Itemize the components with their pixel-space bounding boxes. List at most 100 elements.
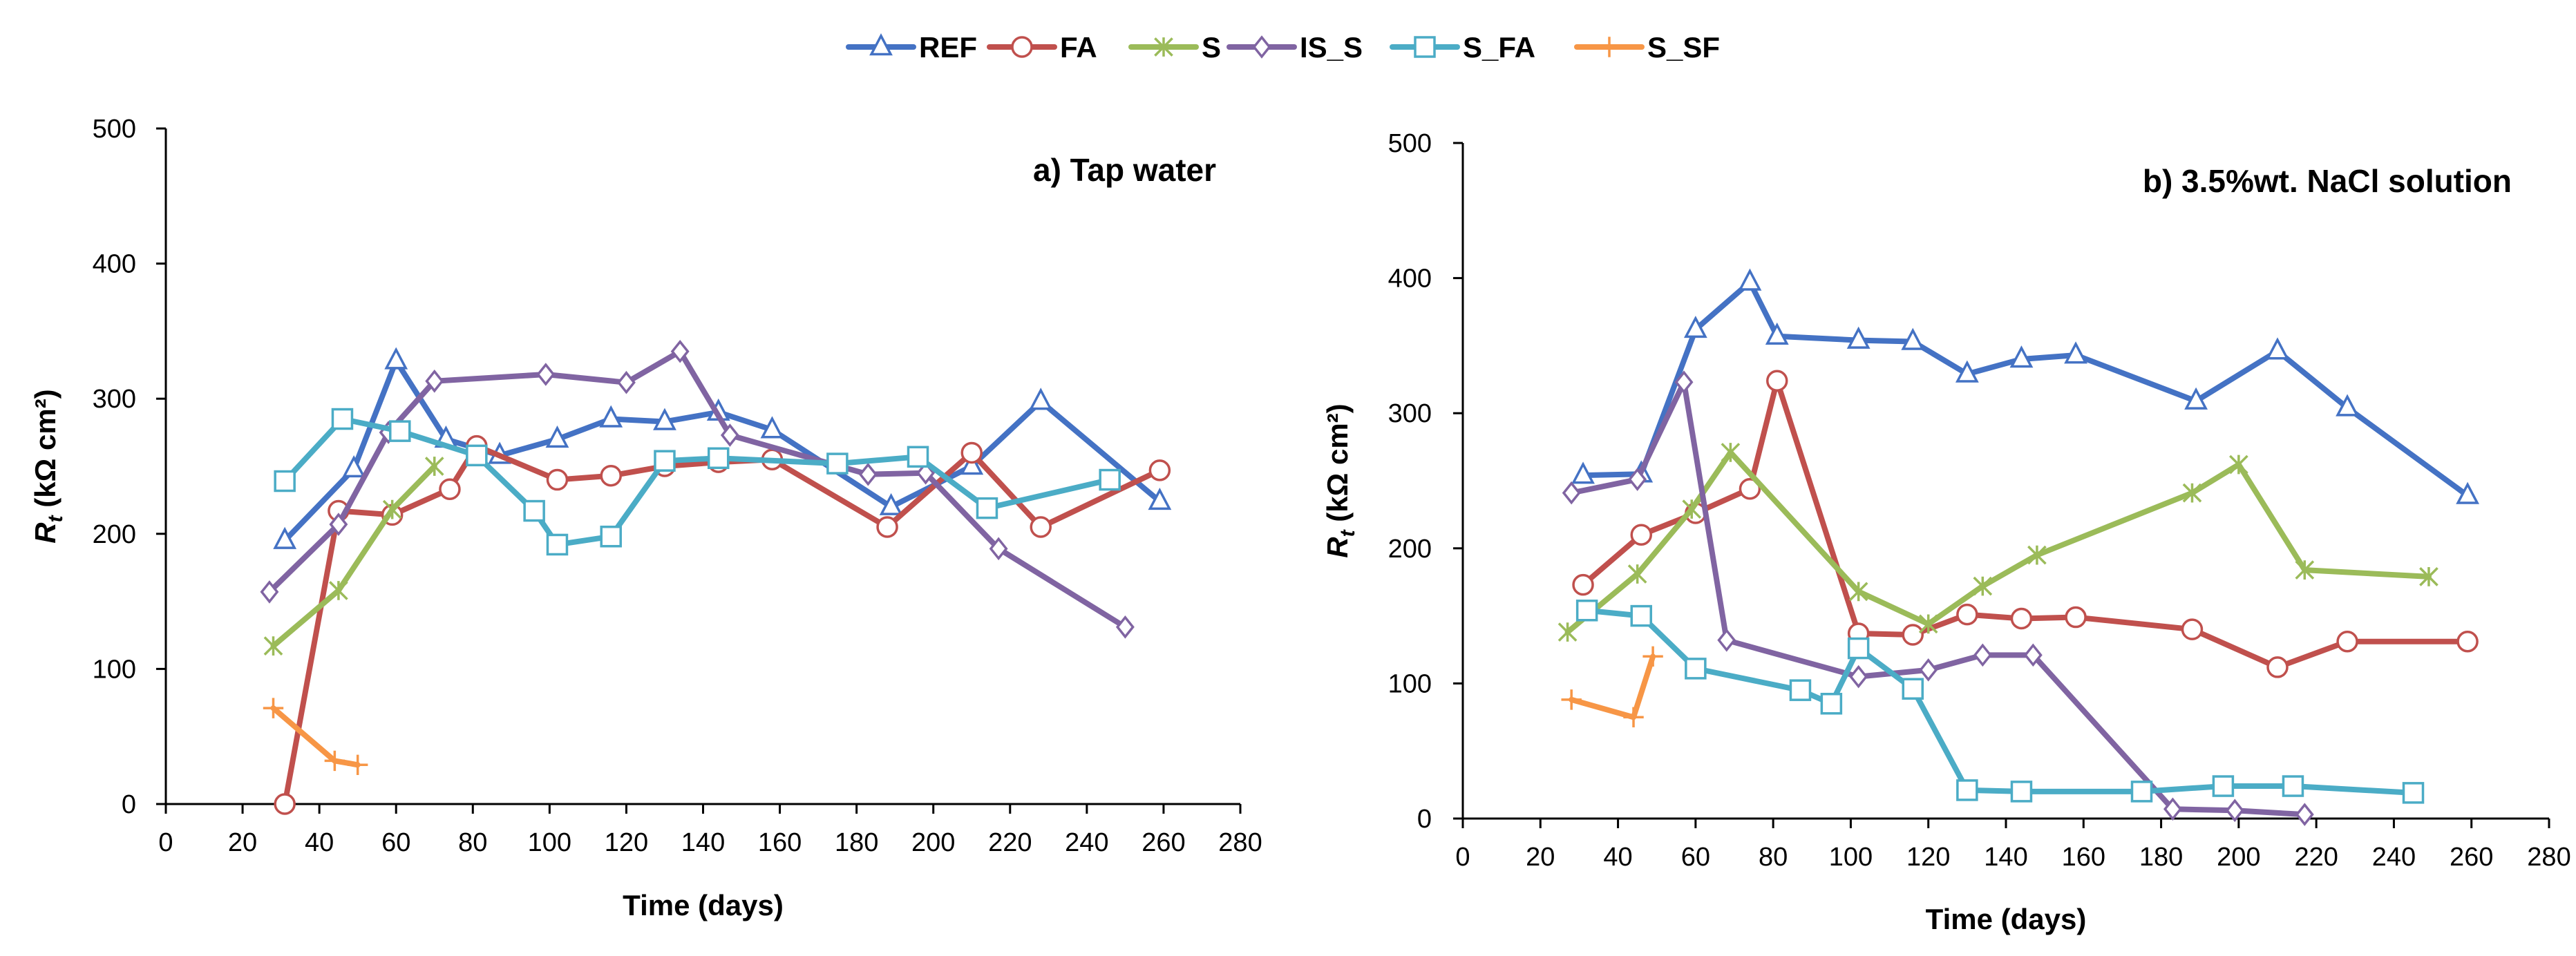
series-s-sf: [1561, 646, 1663, 727]
data-point: [546, 533, 569, 556]
data-point: [466, 444, 488, 467]
data-point: [1919, 658, 1938, 682]
chart-tap-water: 0 100 200 300 400 500 0 20 40 60 80 100 120 140 160 180…: [29, 115, 1262, 921]
data-point: [329, 513, 348, 536]
data-point: [1902, 678, 1924, 700]
y-tick-label: 300: [93, 385, 136, 414]
data-point: [707, 447, 730, 470]
data-point: [1956, 779, 1978, 801]
legend-item-ref: REF: [846, 31, 977, 64]
y-axis-title-unit: (kΩ cm²): [1321, 403, 1354, 530]
legend-item-fa: FA: [987, 31, 1097, 64]
data-point: [1955, 360, 1979, 383]
data-point: [600, 525, 622, 548]
series-s-fa: [274, 408, 1121, 556]
legend-label: IS_S: [1300, 31, 1363, 64]
data-point: [1846, 326, 1871, 349]
data-point: [2010, 607, 2033, 630]
series-s-sf: [263, 698, 368, 775]
data-point: [347, 754, 368, 775]
data-point: [1030, 516, 1052, 538]
data-point: [1721, 443, 1741, 462]
data-point: [1642, 646, 1663, 667]
data-point: [670, 339, 690, 363]
series-line: [266, 348, 1128, 630]
data-point: [260, 580, 279, 604]
data-point: [1717, 629, 1736, 652]
data-point: [1674, 370, 1694, 394]
data-point: [439, 478, 461, 501]
data-point: [989, 537, 1008, 561]
y-tick-label: 200: [1388, 535, 1432, 564]
data-point: [263, 636, 283, 656]
data-point: [1623, 707, 1644, 727]
data-point: [1848, 582, 1868, 602]
data-point: [2182, 483, 2202, 503]
x-tick-label: 120: [605, 828, 648, 857]
data-point: [1738, 268, 1762, 291]
data-point: [2266, 337, 2289, 360]
data-point: [1572, 573, 1594, 596]
data-point: [960, 452, 984, 475]
legend-item-is-s: IS_S: [1227, 31, 1363, 64]
data-point: [616, 370, 636, 394]
y-tick-label: 400: [93, 250, 136, 279]
legend-label: REF: [919, 31, 977, 64]
series-line: [270, 463, 437, 649]
data-point: [760, 416, 784, 439]
data-point: [1628, 468, 1647, 491]
data-point: [424, 457, 444, 476]
x-tick-label: 100: [1829, 843, 1873, 872]
series-is-s: [260, 339, 1135, 639]
x-tick-label: 100: [528, 828, 571, 857]
data-point: [2266, 656, 2289, 678]
legend-item-s: S: [1128, 31, 1221, 64]
data-point: [2336, 631, 2358, 653]
chart-title: a) Tap water: [1033, 152, 1216, 188]
y-axis-title-unit: (kΩ cm²): [29, 389, 61, 515]
data-point: [1902, 624, 1924, 646]
data-point: [331, 408, 354, 430]
data-point: [389, 420, 411, 442]
x-tick-label: 80: [458, 828, 487, 857]
legend-marker: [1599, 37, 1620, 57]
x-tick-label: 140: [681, 828, 725, 857]
data-point: [2456, 481, 2479, 504]
data-point: [2163, 797, 2182, 821]
data-point: [653, 408, 676, 430]
y-tick-label: 200: [93, 520, 136, 549]
x-tick-label: 220: [2294, 843, 2338, 872]
data-point: [879, 493, 903, 515]
data-point: [2009, 345, 2034, 368]
data-point: [1973, 576, 1993, 596]
data-point: [342, 455, 366, 478]
chart-nacl-solution: 0 100 200 300 400 500 0 20 40 60 80 100 120 140 160 180…: [1321, 129, 2571, 935]
data-point: [1148, 459, 1171, 481]
x-tick-label: 260: [1142, 828, 1185, 857]
data-point: [1682, 499, 1702, 519]
data-point: [2456, 631, 2479, 653]
series-line: [282, 358, 1163, 544]
legend-marker: [1414, 36, 1436, 58]
data-point: [2282, 775, 2304, 797]
series-line: [1564, 449, 2432, 635]
x-tick-label: 200: [911, 828, 955, 857]
data-point: [324, 750, 345, 772]
data-point: [2064, 341, 2087, 364]
x-tick-label: 40: [305, 828, 334, 857]
data-point: [1685, 658, 1707, 680]
data-point: [263, 698, 284, 718]
y-axis-title: Rt (kΩ cm²): [1321, 403, 1359, 557]
data-point: [2212, 775, 2235, 797]
chart-title: b) 3.5%wt. NaCl solution: [2143, 163, 2512, 199]
data-point: [536, 363, 556, 386]
data-point: [858, 462, 878, 486]
y-tick-label: 400: [1388, 265, 1432, 294]
data-point: [2027, 545, 2047, 565]
data-point: [876, 516, 898, 538]
x-tick-label: 180: [835, 828, 878, 857]
data-point: [2065, 606, 2087, 629]
y-axis-title-symbol: R: [29, 522, 61, 544]
x-tick-label: 20: [228, 828, 257, 857]
data-point: [545, 426, 569, 448]
